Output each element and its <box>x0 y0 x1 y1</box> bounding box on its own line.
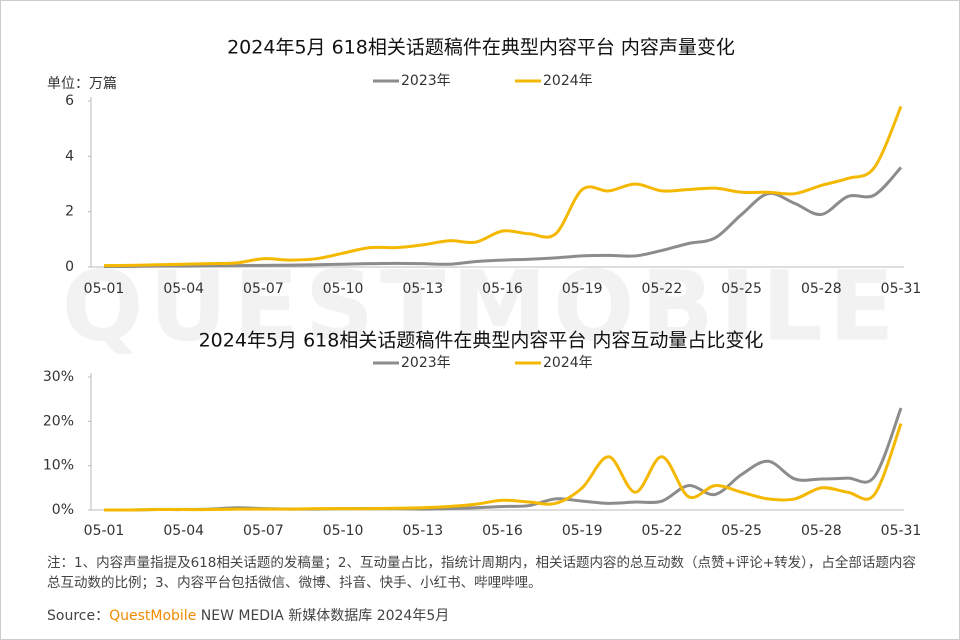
x-tick-label: 05-31 <box>881 281 922 297</box>
x-tick-label: 05-19 <box>562 523 603 539</box>
y-tick-label: 20% <box>43 413 74 429</box>
legend-label: 2023年 <box>401 73 451 89</box>
x-tick-label: 05-01 <box>84 281 125 297</box>
chart-title: 2024年5月 618相关话题稿件在典型内容平台 内容互动量占比变化 <box>199 330 764 352</box>
x-tick-label: 05-04 <box>163 523 204 539</box>
chart-title: 2024年5月 618相关话题稿件在典型内容平台 内容声量变化 <box>227 37 735 59</box>
x-tick-label: 05-22 <box>642 281 683 297</box>
brand: QuestMobile <box>109 608 197 624</box>
x-tick-label: 05-25 <box>721 281 762 297</box>
legend-label: 2023年 <box>401 355 451 371</box>
y-tick-label: 30% <box>43 369 74 385</box>
x-tick-label: 05-13 <box>402 523 443 539</box>
source-text: NEW MEDIA 新媒体数据库 2024年5月 <box>200 608 450 624</box>
y-tick-label: 10% <box>43 458 74 474</box>
y-tick-label: 0% <box>52 502 74 518</box>
source: Source：QuestMobile NEW MEDIA 新媒体数据库 2024… <box>47 605 449 625</box>
legend-label: 2024年 <box>543 355 593 371</box>
watermark: QUESTMOBILE <box>62 250 901 362</box>
x-tick-label: 05-07 <box>243 281 284 297</box>
line-series <box>103 407 903 512</box>
x-tick-label: 05-10 <box>323 281 364 297</box>
line-series <box>103 105 903 268</box>
x-tick-label: 05-28 <box>801 281 842 297</box>
y-tick-label: 6 <box>65 93 74 109</box>
x-tick-label: 05-22 <box>642 523 683 539</box>
x-tick-label: 05-31 <box>881 523 922 539</box>
line-series <box>103 423 903 512</box>
x-tick-label: 05-13 <box>402 281 443 297</box>
source-label: Source： <box>47 608 110 624</box>
x-tick-label: 05-01 <box>84 523 125 539</box>
legend-label: 2024年 <box>543 73 593 89</box>
y-tick-label: 0 <box>65 259 74 275</box>
y-axis-label: 单位：万篇 <box>47 76 117 92</box>
y-tick-label: 4 <box>65 148 74 164</box>
x-tick-label: 05-28 <box>801 523 842 539</box>
x-tick-label: 05-25 <box>721 523 762 539</box>
x-tick-label: 05-19 <box>562 281 603 297</box>
x-tick-label: 05-10 <box>323 523 364 539</box>
x-tick-label: 05-04 <box>163 281 204 297</box>
x-tick-label: 05-16 <box>482 281 523 297</box>
x-tick-label: 05-16 <box>482 523 523 539</box>
x-tick-label: 05-07 <box>243 523 284 539</box>
y-tick-label: 2 <box>65 204 74 220</box>
note: 注：1、内容声量指提及618相关话题的发稿量；2、互动量占比，指统计周期内，相关… <box>47 555 916 591</box>
